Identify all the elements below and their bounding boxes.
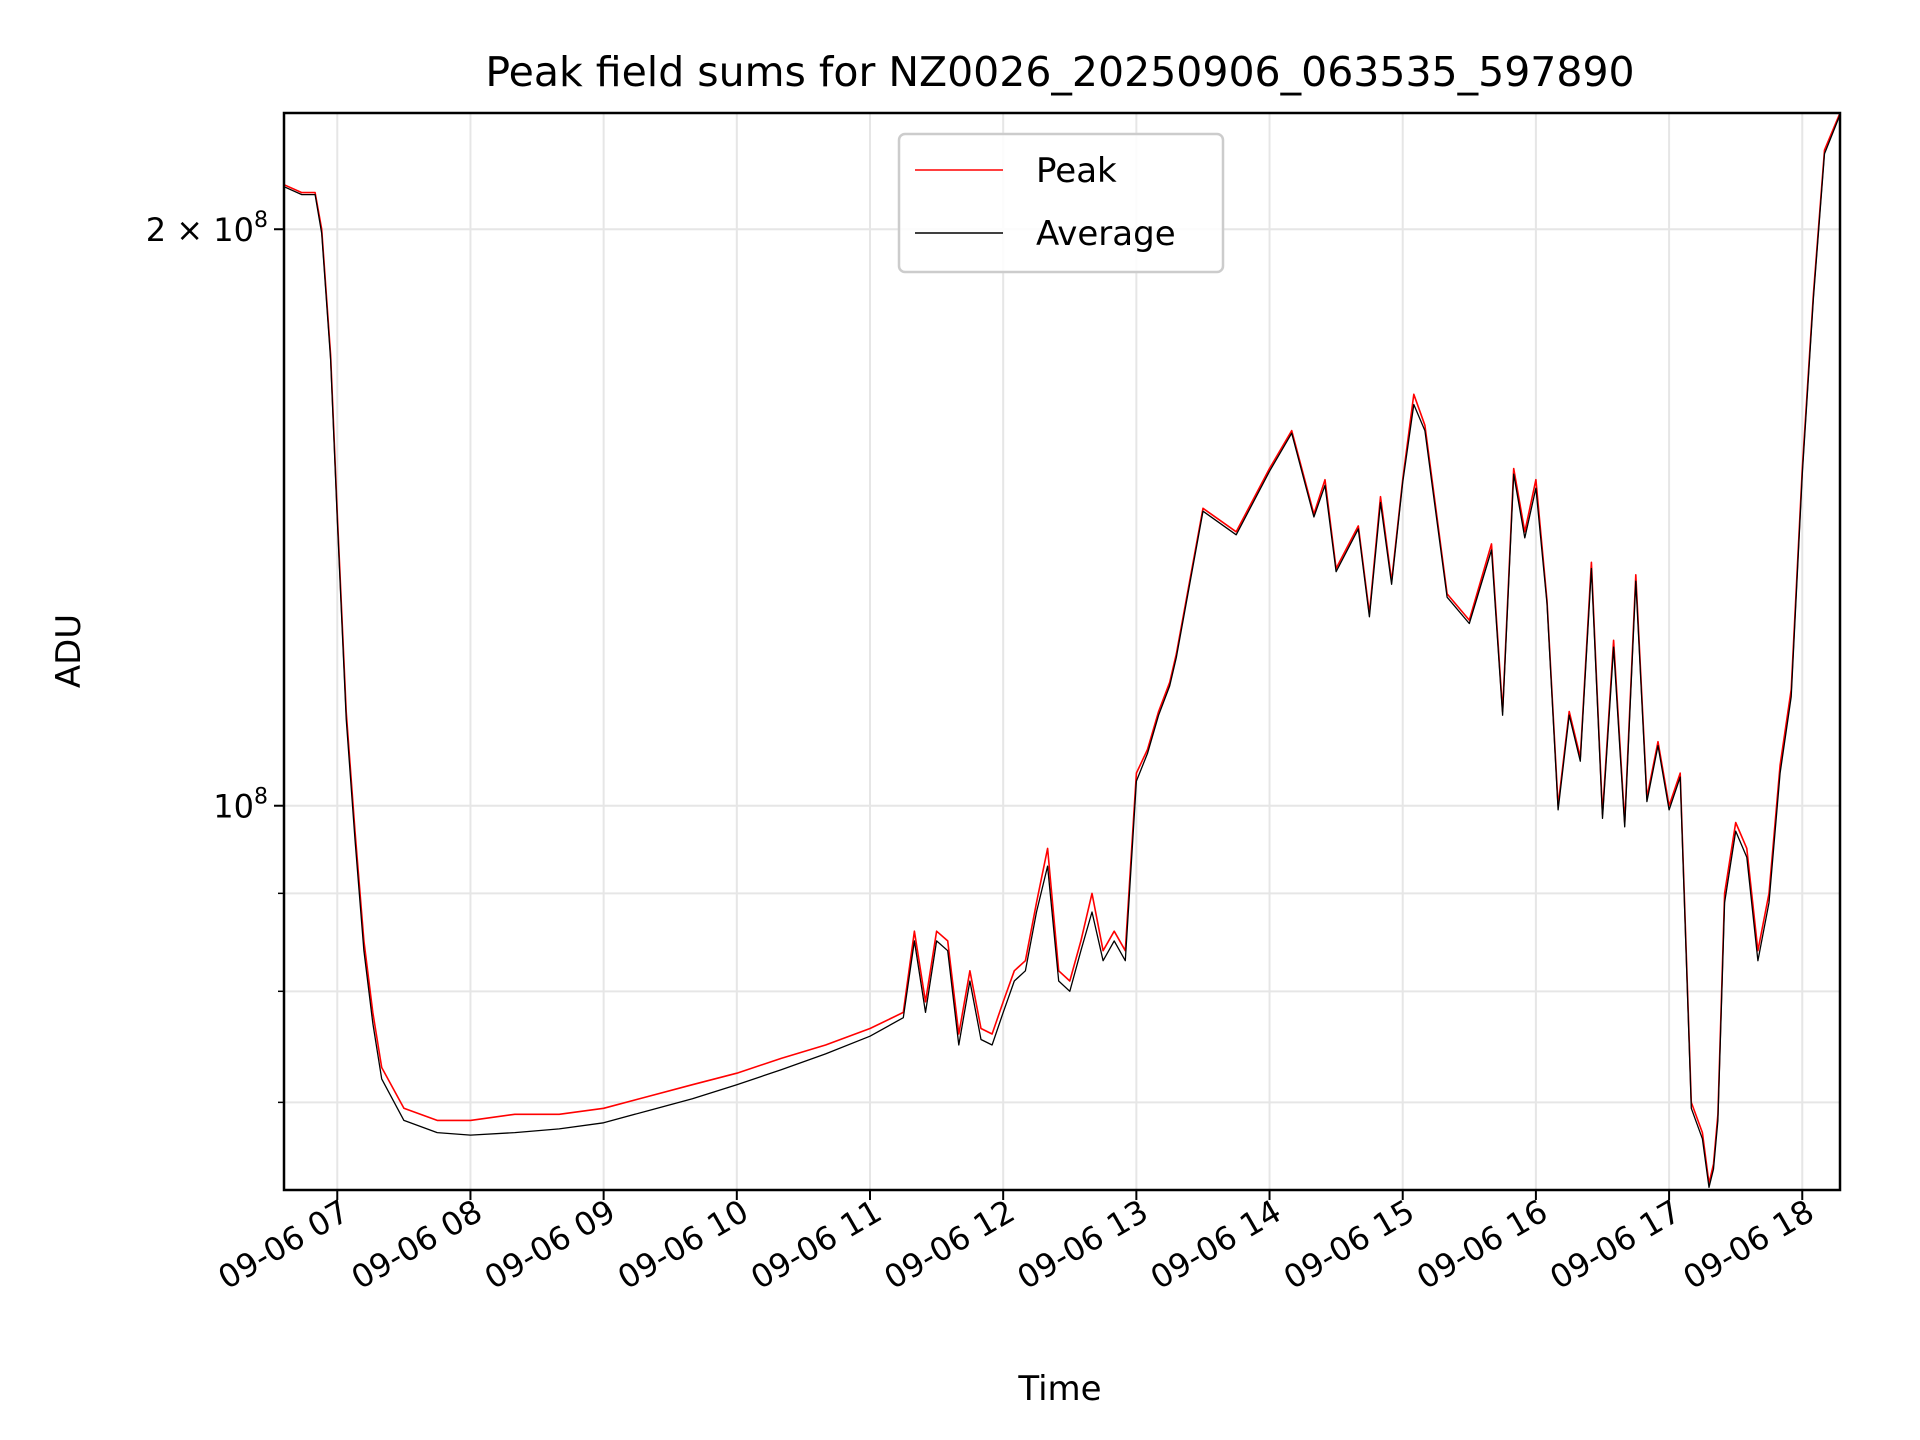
y-tick-base: 10 [213, 788, 254, 826]
y-tick-exponent: 8 [254, 208, 268, 233]
y-tick-label: 2 × 108 [146, 208, 268, 249]
chart-title: Peak field sums for NZ0026_20250906_0635… [485, 48, 1634, 96]
legend-box [897, 132, 1225, 274]
legend-label-average: Average [1036, 214, 1176, 254]
y-axis-label: ADU [49, 614, 89, 688]
plot-frame [282, 111, 1842, 1192]
series-line-average [283, 114, 1841, 1189]
legend-label-peak: Peak [1036, 151, 1117, 191]
series-layer [283, 112, 1841, 1189]
grid [284, 113, 1840, 1190]
series-line-peak [283, 112, 1841, 1185]
y-tick-base: 2 × 10 [146, 211, 254, 249]
y-tick-exponent: 8 [254, 785, 268, 810]
y-tick-label: 108 [213, 785, 268, 826]
legend: Peak Average [897, 132, 1225, 274]
x-axis-label: Time [1017, 1369, 1101, 1409]
